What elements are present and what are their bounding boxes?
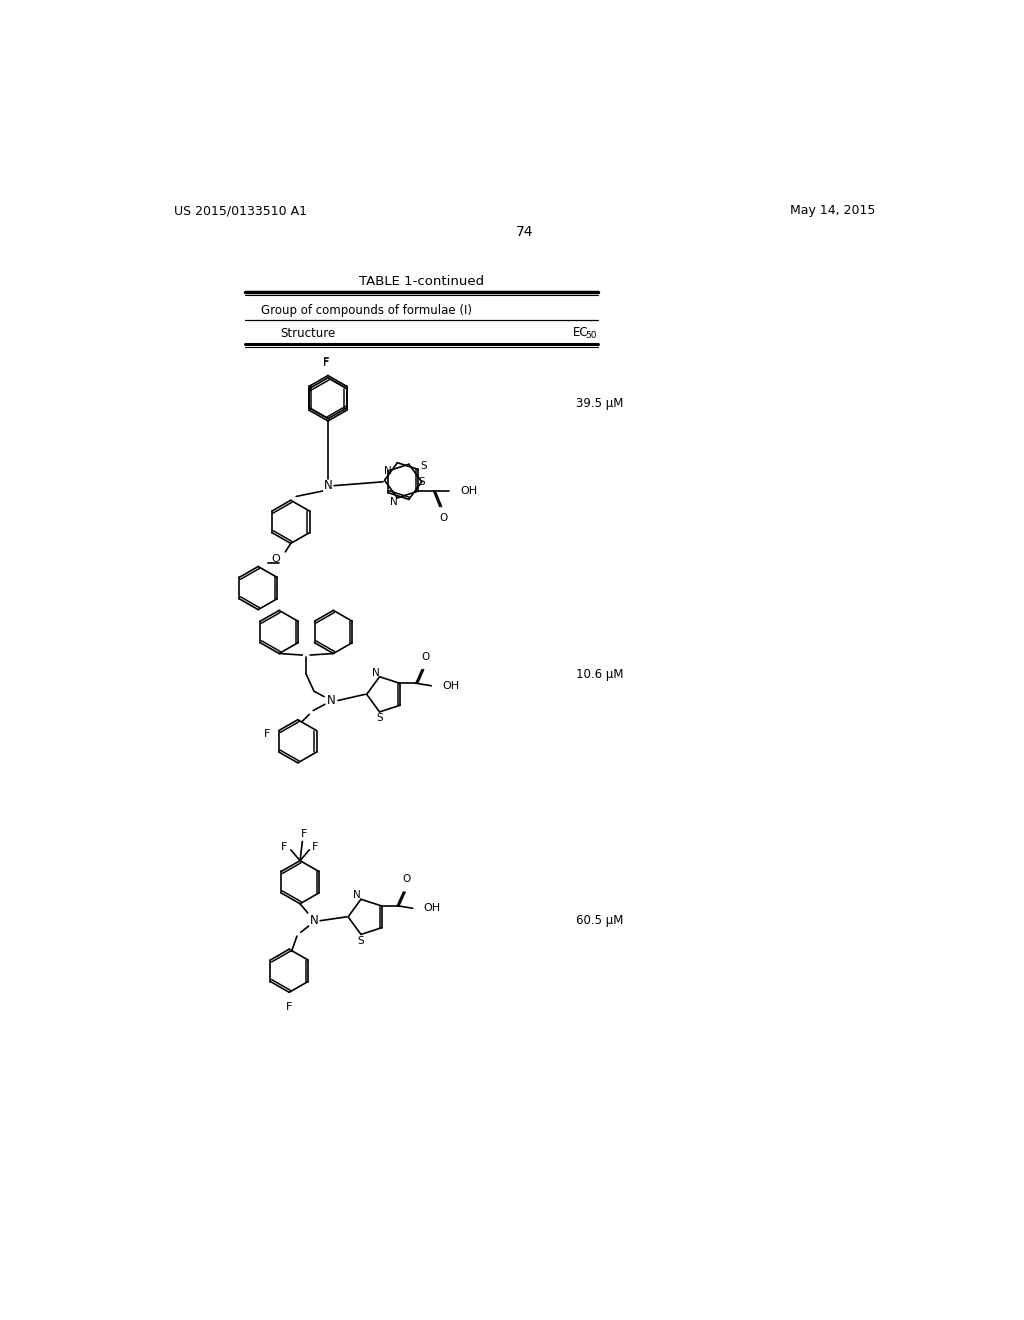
- Text: TABLE 1-continued: TABLE 1-continued: [359, 275, 484, 288]
- Text: F: F: [301, 829, 307, 840]
- Text: F: F: [282, 842, 288, 851]
- Text: O: O: [439, 512, 447, 523]
- Text: N: N: [384, 466, 392, 477]
- Text: S: S: [420, 461, 427, 470]
- Text: EC: EC: [572, 326, 588, 339]
- Text: O: O: [402, 874, 411, 884]
- Text: 60.5 μM: 60.5 μM: [577, 915, 624, 927]
- Text: 39.5 μM: 39.5 μM: [577, 397, 624, 409]
- Text: O: O: [421, 652, 429, 661]
- Text: US 2015/0133510 A1: US 2015/0133510 A1: [174, 205, 307, 218]
- Text: N: N: [389, 496, 397, 507]
- Text: Structure: Structure: [280, 327, 335, 341]
- Text: N: N: [327, 694, 336, 708]
- Text: May 14, 2015: May 14, 2015: [790, 205, 876, 218]
- Text: OH: OH: [424, 903, 440, 913]
- Text: S: S: [376, 713, 383, 723]
- Text: S: S: [419, 477, 425, 487]
- Text: 10.6 μM: 10.6 μM: [577, 668, 624, 681]
- Text: S: S: [357, 936, 365, 945]
- Text: F: F: [324, 358, 330, 368]
- Text: N: N: [309, 915, 318, 927]
- Text: O: O: [271, 554, 280, 564]
- Text: N: N: [372, 668, 380, 678]
- Text: F: F: [312, 842, 318, 851]
- Text: N: N: [324, 479, 333, 492]
- Text: F: F: [263, 729, 270, 739]
- Text: N: N: [353, 891, 360, 900]
- Text: OH: OH: [442, 681, 460, 690]
- Text: 74: 74: [516, 224, 534, 239]
- Text: F: F: [323, 358, 329, 367]
- Text: F: F: [286, 1002, 293, 1011]
- Text: OH: OH: [460, 486, 477, 496]
- Text: Group of compounds of formulae (I): Group of compounds of formulae (I): [261, 305, 472, 317]
- Text: 50: 50: [586, 331, 597, 341]
